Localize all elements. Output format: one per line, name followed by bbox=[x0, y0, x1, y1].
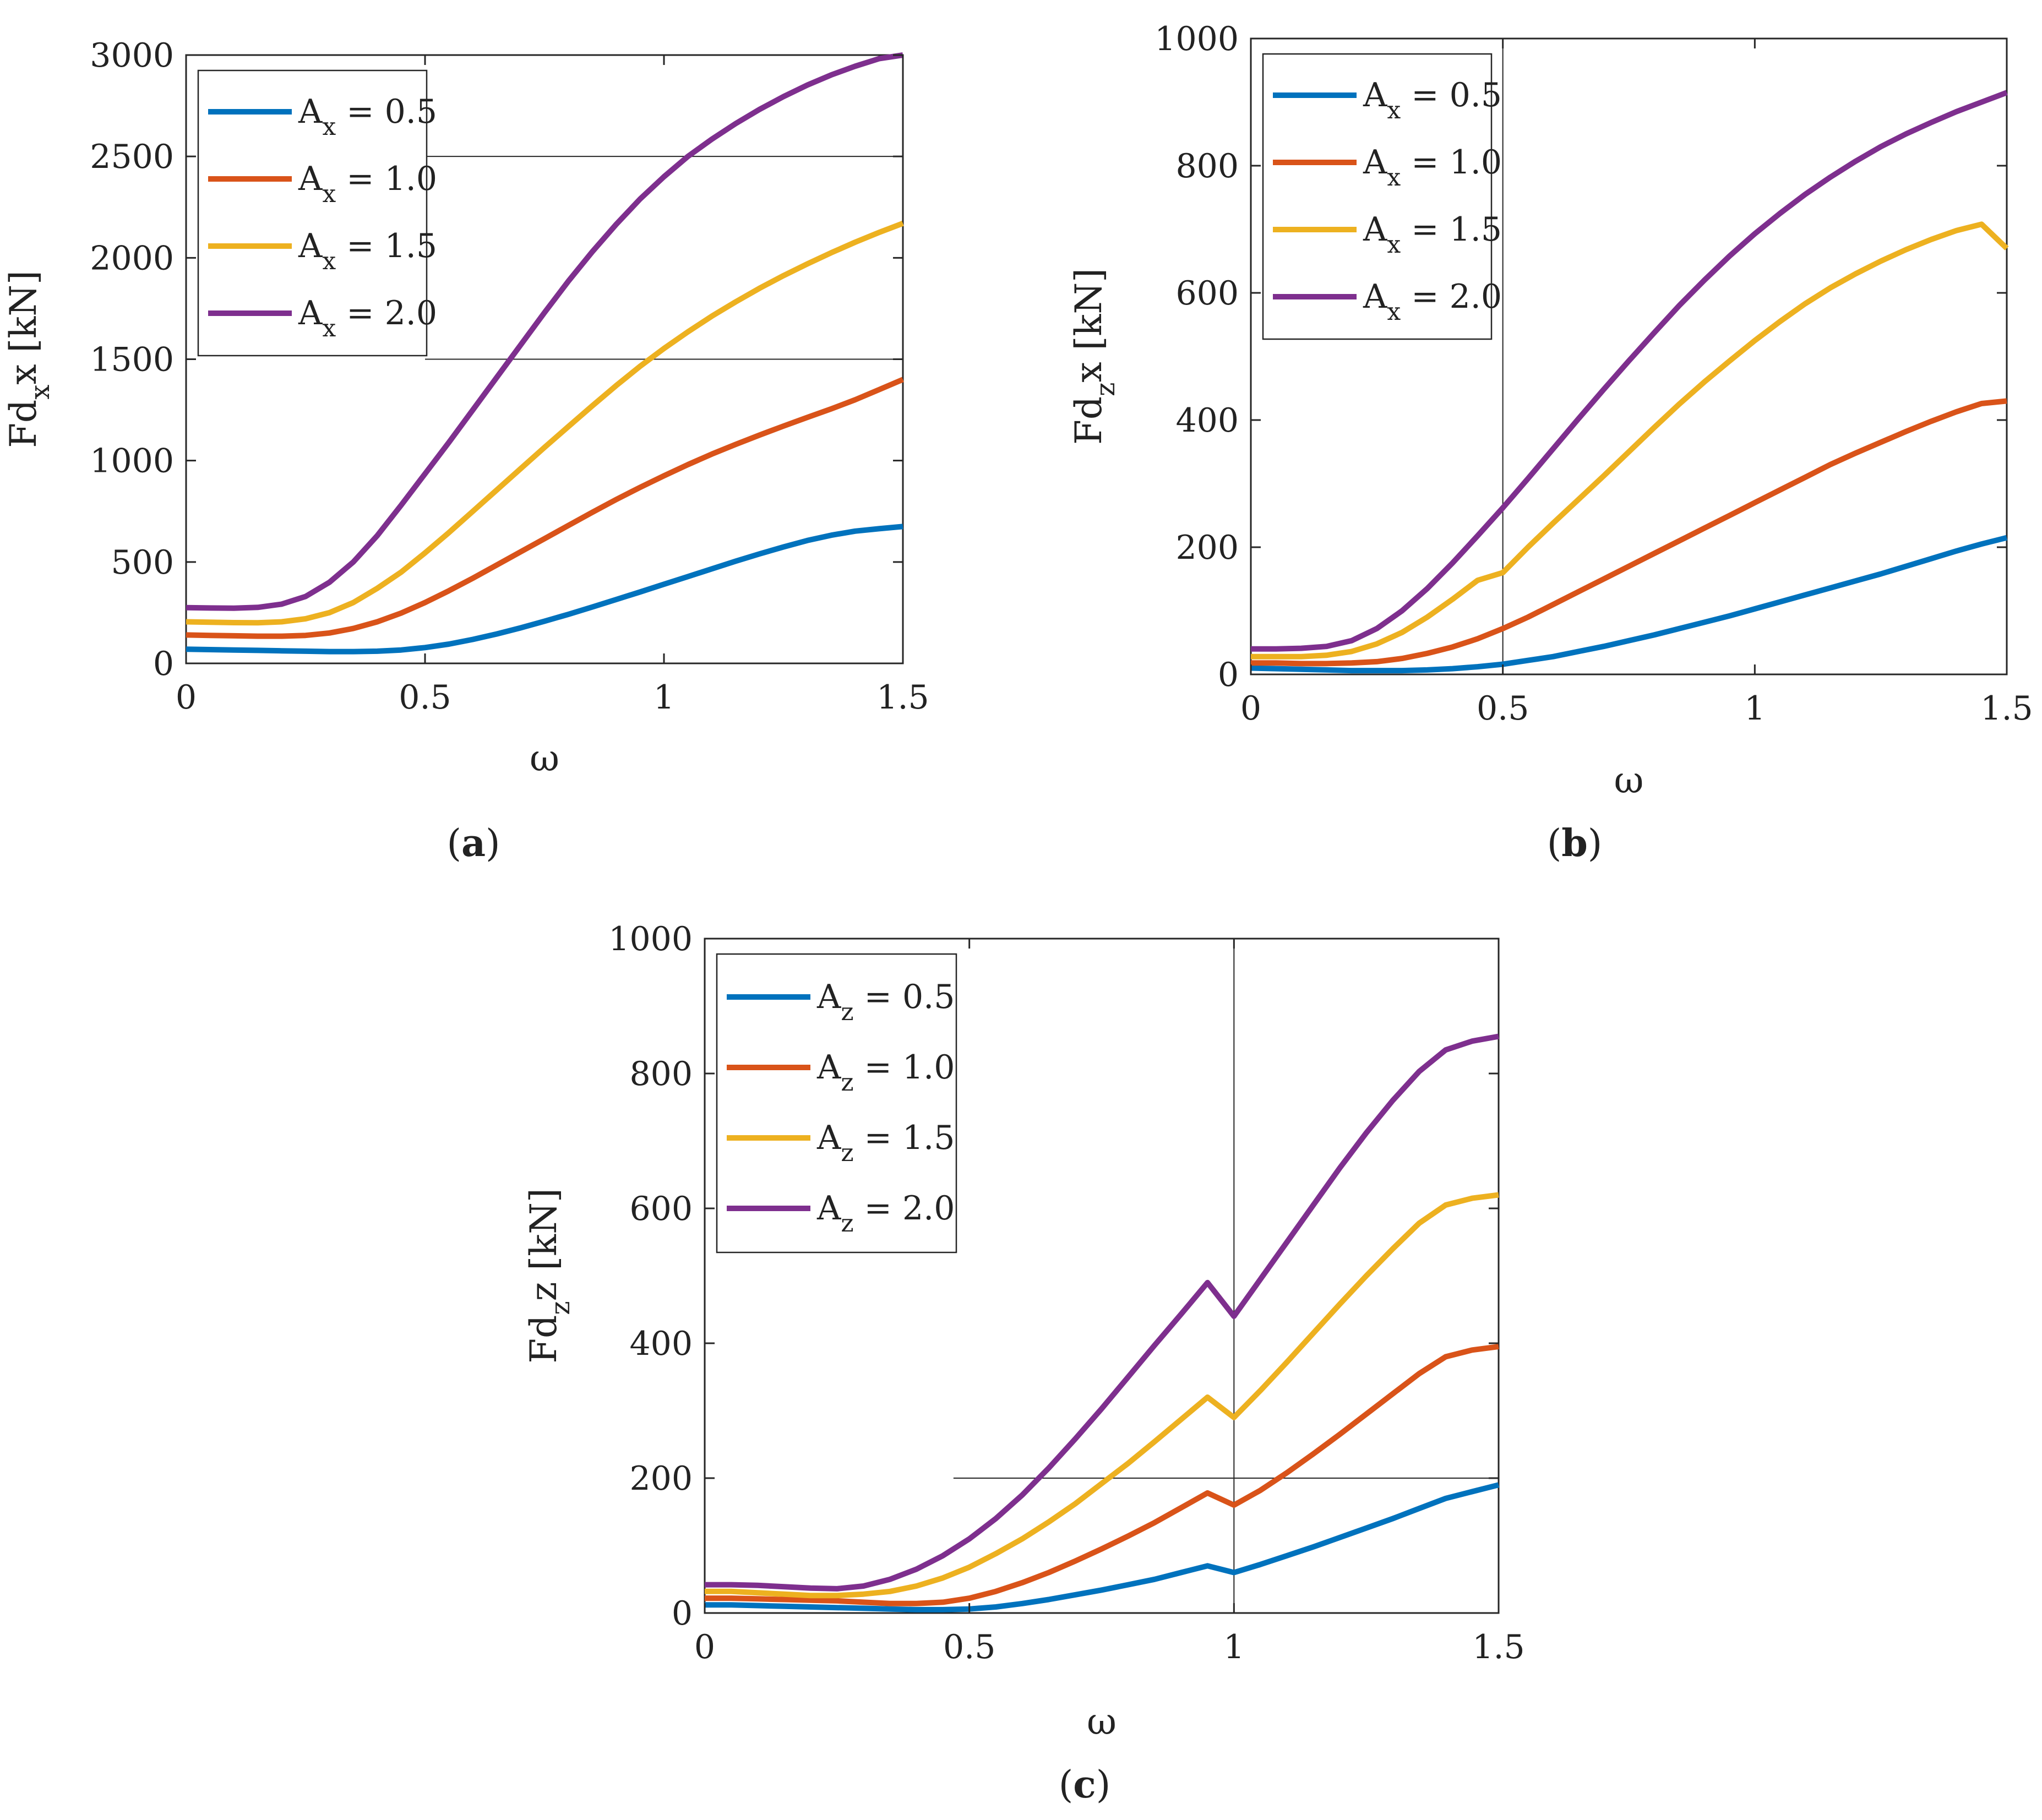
y-tick-label: 800 bbox=[1175, 147, 1239, 186]
x-tick-label: 1.5 bbox=[1472, 1628, 1524, 1666]
series-line-1 bbox=[1250, 535, 2008, 674]
x-axis-label: ω bbox=[1087, 1701, 1117, 1743]
legend-label-1: Ax = 0.5 bbox=[1363, 76, 1502, 124]
series-line-1 bbox=[186, 524, 903, 655]
y-tick-label: 200 bbox=[1175, 528, 1239, 567]
y-tick-label: 600 bbox=[629, 1190, 693, 1228]
y-tick-label: 800 bbox=[629, 1055, 693, 1093]
series-line-4 bbox=[705, 1033, 1499, 1592]
x-axis-label: ω bbox=[1614, 759, 1644, 802]
legend-box bbox=[197, 69, 428, 357]
x-tick-label: 0 bbox=[694, 1628, 715, 1666]
y-tick-label: 1000 bbox=[608, 920, 693, 958]
series-line-2 bbox=[186, 377, 904, 639]
legend-label-2: Ax = 1.0 bbox=[1363, 143, 1502, 192]
y-tick-label: 2000 bbox=[90, 239, 174, 277]
y-tick-label: 1000 bbox=[1155, 20, 1239, 58]
y-tick-label: 3000 bbox=[90, 36, 174, 75]
y-tick-label: 400 bbox=[629, 1325, 693, 1363]
y-tick-label: 1000 bbox=[90, 442, 174, 481]
panel-caption: (c) bbox=[1059, 1763, 1110, 1807]
y-tick-label: 0 bbox=[1218, 656, 1239, 694]
x-tick-label: 1.5 bbox=[1980, 689, 2033, 728]
y-tick-label: 400 bbox=[1175, 401, 1239, 440]
legend-label-3: Az = 1.5 bbox=[816, 1119, 955, 1167]
series-line-3 bbox=[705, 1192, 1499, 1599]
legend-label-1: Ax = 0.5 bbox=[298, 92, 437, 141]
x-tick-label: 0 bbox=[1240, 689, 1261, 728]
series-line-3 bbox=[1251, 221, 2009, 660]
legend-label-4: Ax = 2.0 bbox=[298, 294, 437, 342]
x-axis-label: ω bbox=[530, 737, 559, 780]
chart-panel-a: 0 0.5 1 1.5 0 500 1000 1500 2000 2500 3000 Ax = 0.… bbox=[2, 36, 929, 865]
legend-label-4: Ax = 2.0 bbox=[1363, 277, 1502, 326]
x-tick-label: 0.5 bbox=[1477, 689, 1529, 728]
series-line-2 bbox=[705, 1344, 1499, 1606]
legend-box bbox=[716, 953, 957, 1254]
chart-panel-b: 0 0.5 1 1.5 0 200 400 600 800 1000 Ax = 0.5 Ax = 1… bbox=[1068, 20, 2033, 865]
legend-label-3: Ax = 1.5 bbox=[1363, 210, 1502, 259]
legend: Az = 0.5 Az = 1.0 Az = 1.5 Az = 2.0 bbox=[716, 953, 957, 1254]
series-line-1 bbox=[705, 1482, 1500, 1612]
y-tick-label: 200 bbox=[629, 1459, 693, 1498]
chart-panel-c: 0 0.5 1 1.5 0 200 400 600 800 1000 Az = 0.5 Az = 1… bbox=[522, 920, 1525, 1807]
legend-label-3: Ax = 1.5 bbox=[298, 227, 437, 275]
x-tick-label: 1 bbox=[654, 678, 674, 717]
y-axis-label: Fdzz [kN] bbox=[522, 1188, 576, 1363]
x-tick-label: 0.5 bbox=[399, 678, 451, 717]
x-tick-label: 1.5 bbox=[876, 678, 929, 717]
panel-caption: (b) bbox=[1547, 821, 1603, 865]
plot-frame bbox=[704, 938, 1500, 1614]
y-axis-label: Fdzx [kN] bbox=[1068, 268, 1121, 445]
y-axis-label: Fdxx [kN] bbox=[2, 270, 56, 448]
y-tick-label: 2500 bbox=[90, 138, 174, 176]
x-tick-label: 1 bbox=[1223, 1628, 1244, 1666]
x-tick-label: 1 bbox=[1744, 689, 1765, 728]
legend-label-2: Az = 1.0 bbox=[816, 1048, 955, 1097]
y-tick-label: 0 bbox=[153, 645, 174, 683]
legend-label-2: Ax = 1.0 bbox=[298, 160, 437, 208]
x-tick-label: 0.5 bbox=[943, 1628, 995, 1666]
y-tick-label: 1500 bbox=[90, 341, 174, 379]
y-tick-label: 500 bbox=[111, 543, 174, 582]
series-line-2 bbox=[1251, 398, 2007, 667]
legend-box bbox=[1262, 53, 1493, 340]
series-line-3 bbox=[186, 221, 904, 626]
legend: Ax = 0.5 Ax = 1.0 Ax = 1.5 Ax = 2.0 bbox=[1262, 53, 1502, 340]
plot-frame bbox=[1250, 37, 2008, 675]
panel-caption: (a) bbox=[446, 821, 500, 865]
series-line-4 bbox=[186, 52, 903, 611]
y-tick-label: 600 bbox=[1175, 274, 1239, 313]
series-line-4 bbox=[1251, 90, 2008, 652]
x-tick-label: 0 bbox=[176, 678, 197, 717]
legend-label-4: Az = 2.0 bbox=[816, 1189, 955, 1238]
y-tick-label: 0 bbox=[672, 1594, 693, 1633]
legend: Ax = 0.5 Ax = 1.0 Ax = 1.5 Ax = 2.0 bbox=[197, 69, 437, 357]
legend-label-1: Az = 0.5 bbox=[816, 978, 955, 1026]
